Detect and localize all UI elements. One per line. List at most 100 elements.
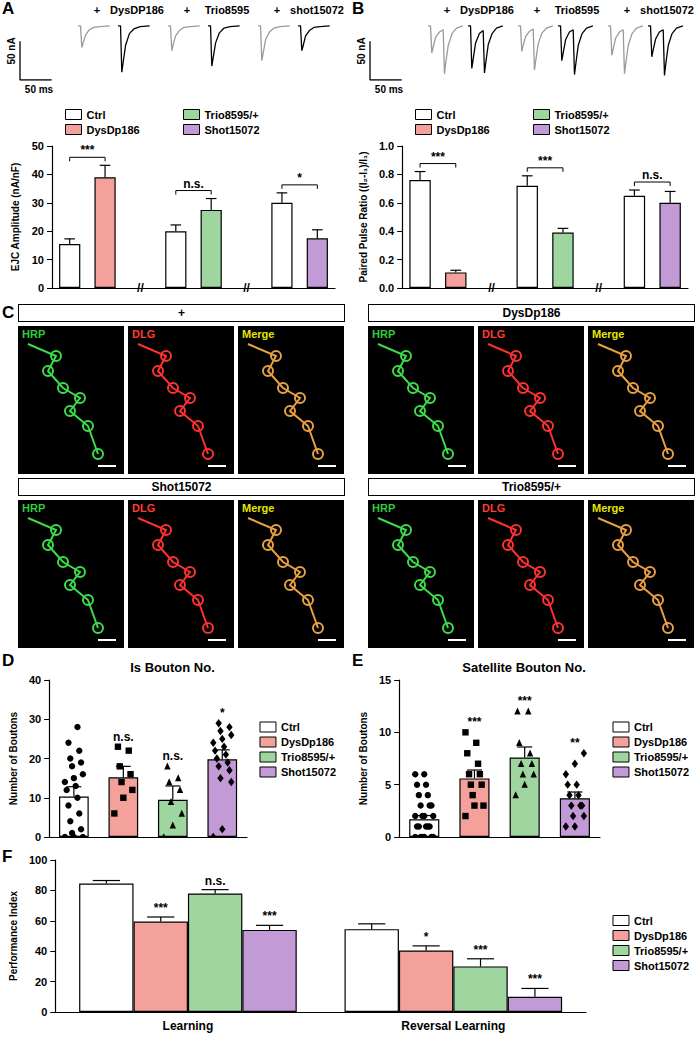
svg-text:50 nA: 50 nA [356, 37, 367, 64]
svg-text:DysDp186: DysDp186 [634, 736, 687, 748]
svg-text:+: + [274, 4, 280, 16]
svg-text:DysDp186: DysDp186 [281, 736, 334, 748]
svg-text:0: 0 [35, 831, 41, 843]
svg-text:n.s.: n.s. [162, 749, 183, 763]
html-text:Trio8595/+: Trio8595/+ [502, 480, 561, 494]
svg-text:***: *** [154, 901, 168, 915]
svg-text:20: 20 [29, 753, 41, 765]
svg-text:DysDp186: DysDp186 [634, 930, 687, 942]
svg-text:*: * [297, 171, 302, 185]
svg-text:30: 30 [29, 713, 41, 725]
svg-text:***: *** [263, 909, 277, 923]
html-text:Shot15072: Shot15072 [151, 480, 212, 494]
svg-text:50 nA: 50 nA [6, 37, 17, 64]
svg-text:+: + [534, 4, 540, 16]
svg-text:1.0: 1.0 [379, 140, 394, 152]
svg-text:Learning: Learning [163, 1019, 214, 1033]
svg-text:Shot15072: Shot15072 [634, 960, 689, 972]
html-text:A: A [2, 0, 15, 18]
svg-text:DysDp186: DysDp186 [437, 124, 490, 136]
svg-text:10: 10 [379, 726, 391, 738]
svg-text:*: * [424, 930, 429, 944]
svg-text:0.2: 0.2 [379, 254, 394, 266]
svg-text:DysDP186: DysDP186 [110, 4, 164, 16]
svg-text://: // [488, 281, 495, 295]
svg-text:***: *** [528, 972, 542, 986]
svg-text:Trio8595/+: Trio8595/+ [205, 109, 259, 121]
svg-text:0.4: 0.4 [379, 225, 395, 237]
svg-text:10: 10 [32, 254, 44, 266]
svg-text:20: 20 [35, 976, 47, 988]
svg-text:Ctrl: Ctrl [634, 915, 653, 927]
svg-text:DysDP186: DysDP186 [460, 4, 514, 16]
svg-text:Reversal Learning: Reversal Learning [401, 1019, 505, 1033]
svg-text://: // [137, 281, 144, 295]
svg-text:Ctrl: Ctrl [437, 109, 456, 121]
svg-text:15: 15 [379, 674, 391, 686]
svg-text:***: *** [474, 943, 488, 957]
svg-text:shot15072: shot15072 [290, 4, 344, 16]
svg-text:30: 30 [32, 197, 44, 209]
svg-text:Shot15072: Shot15072 [634, 766, 689, 778]
svg-text:0.0: 0.0 [379, 282, 394, 294]
svg-text:n.s.: n.s. [183, 177, 204, 191]
svg-text:+: + [94, 4, 100, 16]
svg-text:Trio8595: Trio8595 [555, 4, 600, 16]
svg-text:Trio8595/+: Trio8595/+ [634, 751, 688, 763]
svg-text:50: 50 [32, 140, 44, 152]
svg-text:50 ms: 50 ms [25, 84, 54, 95]
html-text:C: C [2, 303, 15, 322]
html-text:B: B [352, 0, 365, 18]
svg-text:EJC Amplitude (nA/nF): EJC Amplitude (nA/nF) [10, 163, 21, 272]
svg-text:50 ms: 50 ms [375, 84, 404, 95]
svg-text:0.6: 0.6 [379, 197, 394, 209]
svg-text:0: 0 [385, 831, 391, 843]
svg-text:***: *** [518, 694, 532, 708]
svg-text:***: *** [431, 150, 445, 164]
svg-text:+: + [624, 4, 630, 16]
svg-text:Trio8595/+: Trio8595/+ [281, 751, 335, 763]
svg-text:Trio8595/+: Trio8595/+ [555, 109, 609, 121]
svg-text:DysDp186: DysDp186 [87, 124, 140, 136]
svg-text:0: 0 [41, 1006, 47, 1018]
svg-text:Shot15072: Shot15072 [205, 124, 260, 136]
svg-text:10: 10 [29, 792, 41, 804]
svg-text://: // [595, 281, 602, 295]
svg-text:60: 60 [35, 915, 47, 927]
svg-text:20: 20 [32, 225, 44, 237]
svg-text:*: * [220, 706, 225, 720]
svg-text:Trio8595: Trio8595 [205, 4, 250, 16]
svg-text://: // [243, 281, 250, 295]
svg-text:Satellite Bouton No.: Satellite Bouton No. [462, 660, 586, 675]
svg-text:n.s.: n.s. [205, 874, 226, 888]
svg-text:+: + [444, 4, 450, 16]
svg-text:Trio8595/+: Trio8595/+ [634, 945, 688, 957]
html-text:DysDp186: DysDp186 [502, 306, 561, 320]
svg-text:n.s.: n.s. [642, 168, 663, 182]
svg-text:shot15072: shot15072 [640, 4, 694, 16]
svg-text:Is Bouton No.: Is Bouton No. [130, 660, 215, 675]
svg-text:0: 0 [38, 282, 44, 294]
svg-text:5: 5 [385, 779, 391, 791]
svg-text:Ctrl: Ctrl [281, 721, 300, 733]
svg-text:40: 40 [35, 945, 47, 957]
svg-text:Shot15072: Shot15072 [281, 766, 336, 778]
svg-text:+: + [184, 4, 190, 16]
svg-text:80: 80 [35, 884, 47, 896]
svg-text:Paired Pulse Ratio ((I₂-I₁)/I₁: Paired Pulse Ratio ((I₂-I₁)/I₁) [358, 151, 369, 282]
svg-text:Ctrl: Ctrl [634, 721, 653, 733]
svg-text:***: *** [80, 143, 94, 157]
svg-text:100: 100 [29, 854, 47, 866]
svg-text:Number of Boutons: Number of Boutons [358, 711, 369, 805]
svg-text:Shot15072: Shot15072 [555, 124, 610, 136]
svg-text:40: 40 [32, 168, 44, 180]
svg-text:***: *** [538, 154, 552, 168]
svg-text:n.s.: n.s. [113, 730, 134, 744]
svg-text:Ctrl: Ctrl [87, 109, 106, 121]
svg-text:0.8: 0.8 [379, 168, 394, 180]
svg-text:Number of Boutons: Number of Boutons [8, 711, 19, 805]
svg-text:***: *** [467, 715, 481, 729]
svg-text:Performance Index: Performance Index [8, 891, 19, 981]
svg-text:**: ** [570, 736, 580, 750]
svg-text:40: 40 [29, 674, 41, 686]
